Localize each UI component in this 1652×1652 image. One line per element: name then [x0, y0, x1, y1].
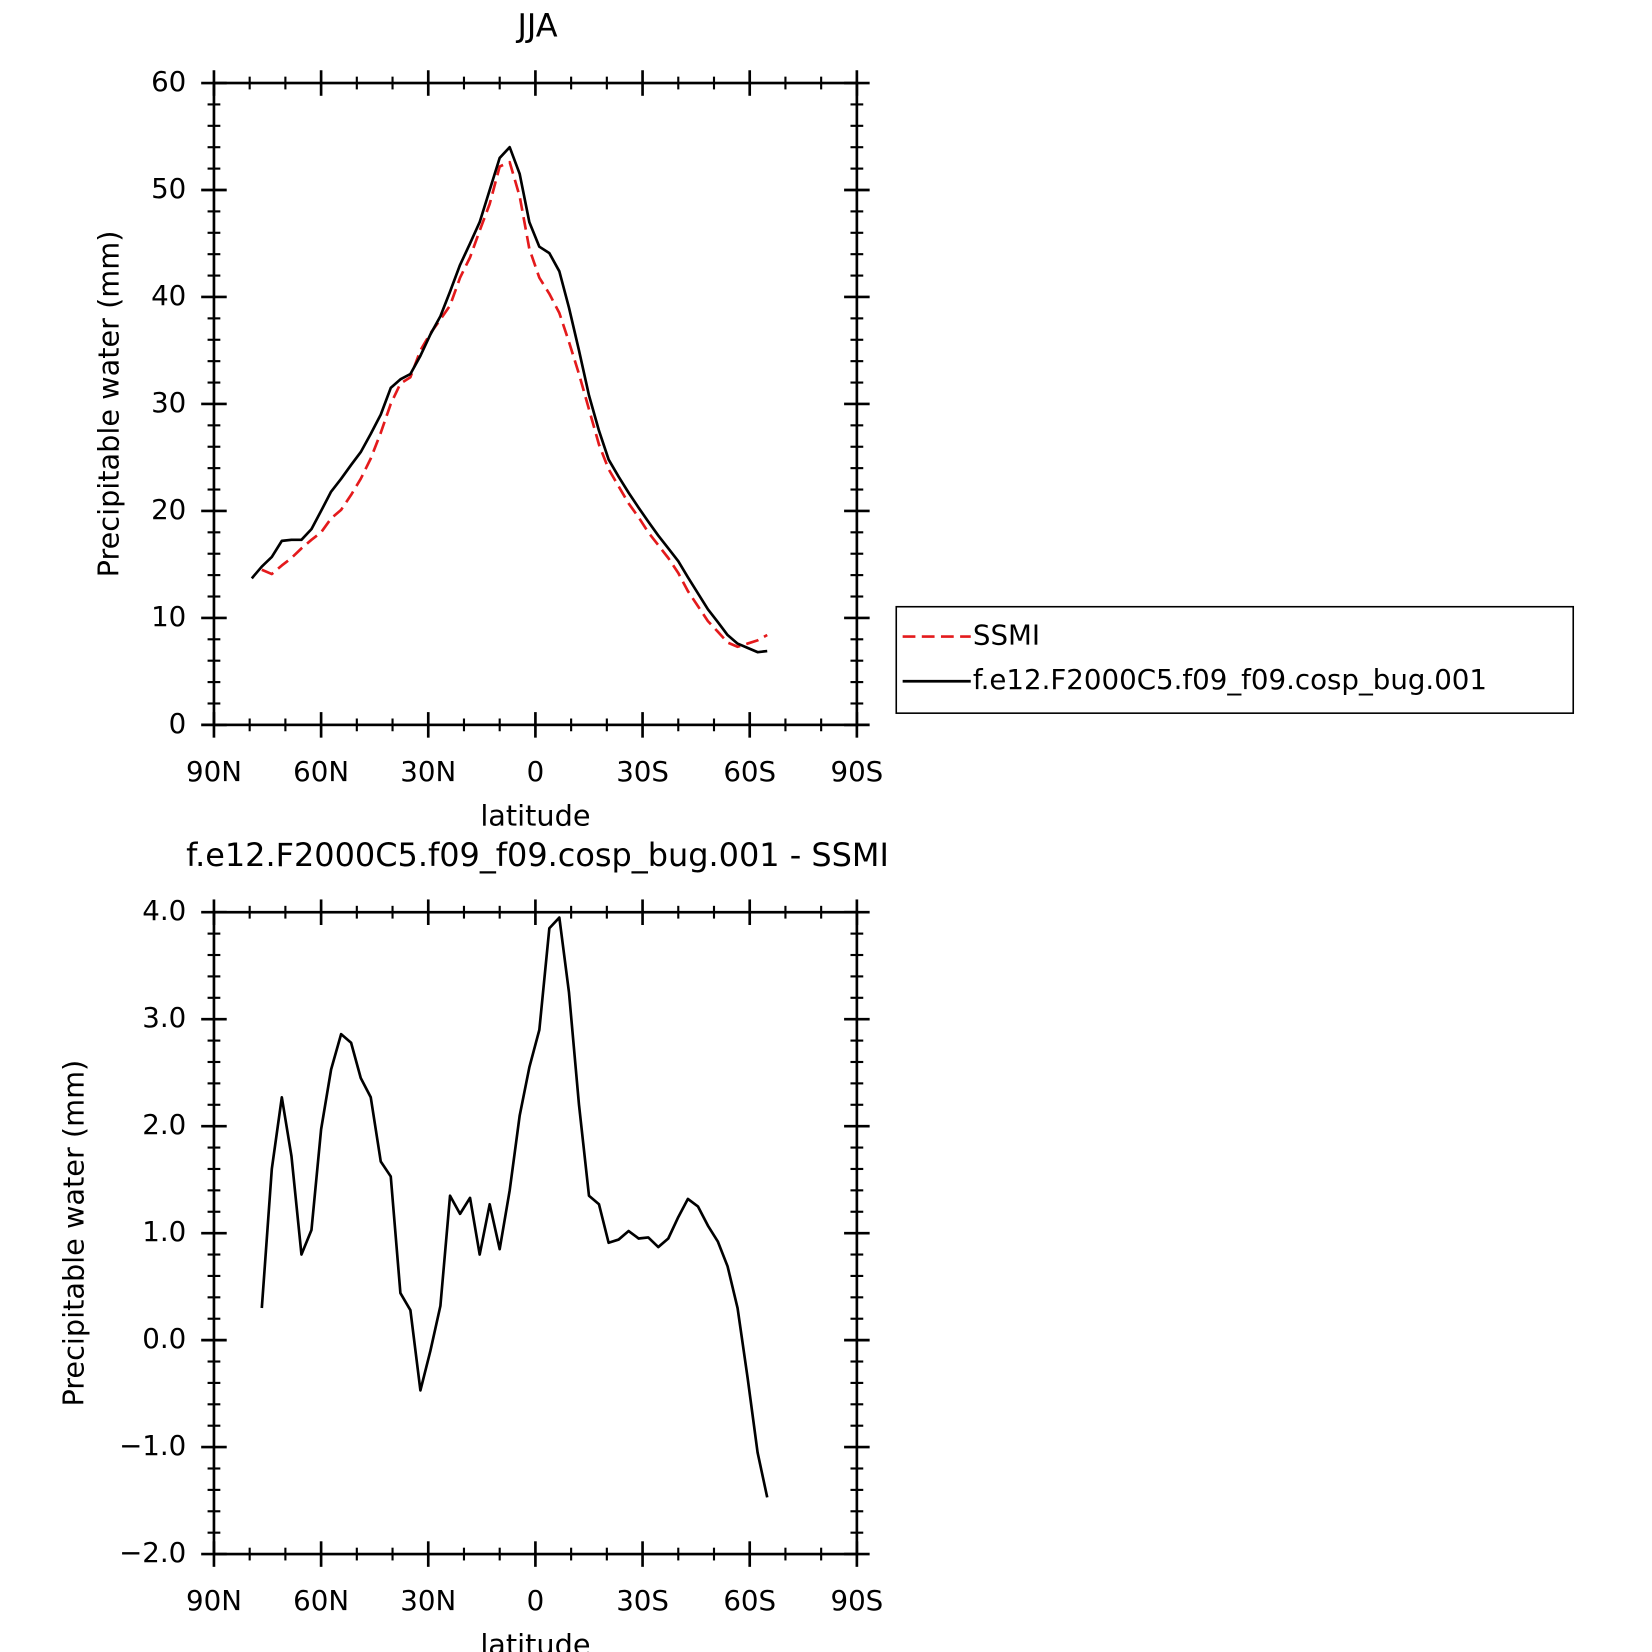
y-tick-label: 0: [169, 707, 187, 740]
y-tick-label: 10: [151, 600, 186, 633]
legend-box: [895, 605, 1575, 714]
x-tick-label: 90S: [830, 1584, 883, 1617]
y-tick-label: 4.0: [142, 894, 186, 927]
x-tick-label: 30N: [400, 755, 456, 788]
y-tick-label: 60: [151, 65, 186, 98]
x-tick-label: 90S: [830, 755, 883, 788]
x-axis-label: latitude: [480, 798, 590, 832]
y-axis-label: Precipitable water (mm): [57, 1060, 91, 1407]
legend-label: f.e12.F2000C5.f09_f09.cosp_bug.001: [973, 663, 1487, 696]
y-tick-label: 1.0: [142, 1215, 186, 1248]
x-tick-label: 60N: [293, 755, 349, 788]
y-tick-label: 50: [151, 172, 186, 205]
y-axis-label: Precipitable water (mm): [92, 231, 126, 578]
data-line: [261, 160, 768, 649]
x-tick-label: 60S: [723, 1584, 776, 1617]
chart-title: f.e12.F2000C5.f09_f09.cosp_bug.001 - SSM…: [186, 836, 889, 874]
y-tick-label: 30: [151, 386, 186, 419]
data-line: [250, 145, 768, 654]
y-tick-label: 40: [151, 279, 186, 312]
x-tick-label: 0: [527, 755, 545, 788]
x-tick-label: 30S: [616, 755, 669, 788]
legend-label: SSMI: [973, 619, 1040, 652]
plot-frame: [212, 910, 859, 1556]
x-axis-label: latitude: [480, 1628, 590, 1652]
data-line: [260, 916, 769, 1498]
y-tick-label: 3.0: [142, 1001, 186, 1034]
y-tick-label: −1.0: [119, 1429, 186, 1462]
y-tick-label: 0.0: [142, 1322, 186, 1355]
x-tick-label: 30S: [616, 1584, 669, 1617]
x-tick-label: 30N: [400, 1584, 456, 1617]
y-tick-label: 2.0: [142, 1108, 186, 1141]
plot-frame: [212, 81, 859, 727]
x-tick-label: 60S: [723, 755, 776, 788]
x-tick-label: 0: [527, 1584, 545, 1617]
x-tick-label: 60N: [293, 1584, 349, 1617]
y-tick-label: 20: [151, 493, 186, 526]
x-tick-label: 90N: [186, 755, 242, 788]
chart-title: JJA: [515, 7, 557, 45]
x-tick-label: 90N: [186, 1584, 242, 1617]
y-tick-label: −2.0: [119, 1536, 186, 1569]
